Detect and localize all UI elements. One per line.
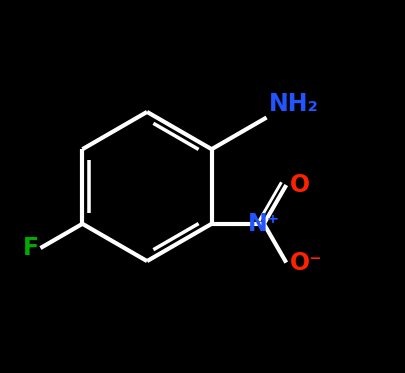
Text: N⁺: N⁺ (247, 212, 279, 236)
Text: O⁻: O⁻ (289, 251, 322, 275)
Text: F: F (22, 236, 38, 260)
Text: NH₂: NH₂ (268, 92, 318, 116)
Text: O: O (289, 173, 309, 197)
